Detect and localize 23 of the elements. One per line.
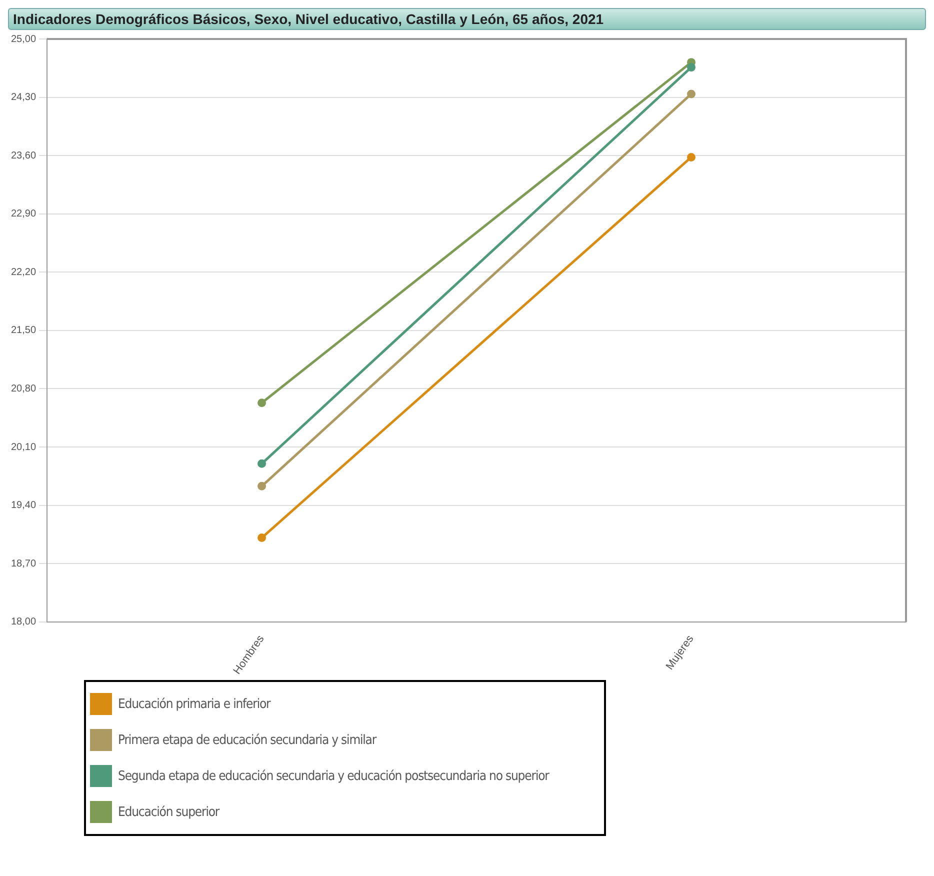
y-tick-label: 18,00 [10,616,36,628]
legend-label: Educación superior [118,804,220,820]
point [258,534,266,542]
y-tick-label: 22,90 [10,208,36,220]
y-tick-label: 20,80 [10,383,36,394]
point [258,482,266,490]
legend-label: Primera etapa de educación secundaria y similar [118,732,376,748]
legend-label: Educación primaria e inferior [118,696,270,712]
legend-label: Segunda etapa de educación secundaria y educación postsecundaria no superior [118,768,549,784]
y-tick-label: 21,50 [10,325,36,336]
y-tick-label: 23,60 [10,150,36,162]
y-tick-label: 24,30 [10,92,36,104]
chart-title: Indicadores Demográficos Básicos, Sexo, Nivel educativo, Castilla y León, 65 años, 2021 [8,8,926,30]
point [687,90,696,98]
y-tick-label: 22,20 [10,266,36,278]
point [687,152,696,162]
point [687,63,696,72]
y-tick-label: 18,70 [10,558,36,570]
point [258,459,266,468]
y-tick-label: 25,00 [10,34,36,45]
y-tick-label: 19,40 [10,500,36,512]
y-tick-label: 20,10 [10,442,36,453]
point [258,398,266,408]
